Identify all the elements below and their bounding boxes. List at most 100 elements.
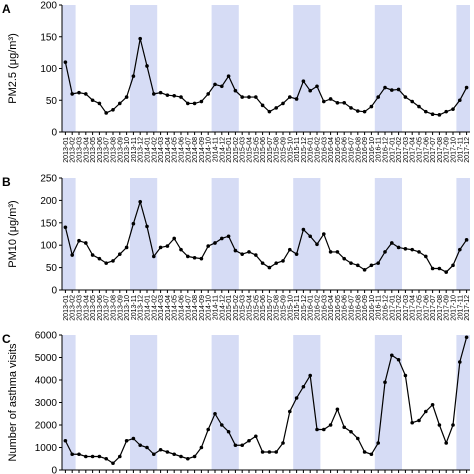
x-tick-label: 2014-11	[213, 137, 220, 162]
data-point	[152, 92, 156, 96]
data-point	[451, 107, 455, 111]
shaded-band	[62, 5, 76, 132]
data-point	[158, 245, 163, 250]
x-tick-label: 2015-10	[287, 137, 294, 163]
data-point	[158, 447, 163, 452]
x-tick-label: 2014-09	[199, 295, 206, 321]
y-axis-label: PM10 (μg/m³)	[7, 200, 19, 267]
data-point	[111, 107, 115, 112]
x-tick-label: 2014-05	[172, 137, 179, 163]
x-tick-label: 2014-12	[219, 295, 226, 321]
x-tick-label: 2017-02	[396, 295, 403, 321]
data-point	[410, 247, 415, 252]
data-point	[281, 101, 285, 106]
x-tick-label: 2016-02	[315, 137, 322, 163]
x-tick-label: 2013-08	[111, 295, 118, 321]
data-point	[179, 454, 183, 459]
x-tick-label: 2016-10	[369, 137, 376, 163]
x-tick-label: 2013-03	[77, 295, 84, 321]
data-point	[206, 92, 210, 96]
shaded-band	[211, 5, 239, 132]
data-point	[410, 99, 415, 104]
x-tick-label: 2015-07	[267, 137, 274, 163]
shaded-band	[130, 5, 158, 132]
data-point	[308, 373, 313, 378]
data-point	[349, 106, 353, 110]
data-point	[247, 438, 251, 443]
x-tick-label: 2017-03	[403, 295, 410, 321]
x-tick-label: 2014-09	[199, 137, 206, 163]
x-tick-label: 2014-03	[158, 137, 165, 163]
x-tick-label: 2014-07	[185, 295, 192, 321]
data-point	[260, 450, 265, 454]
x-tick-label: 2017-10	[451, 137, 458, 163]
x-tick-label: 2015-10	[287, 295, 294, 321]
data-point	[254, 95, 258, 99]
y-tick-label: 0	[51, 466, 57, 474]
x-tick-label: 2015-09	[281, 295, 288, 321]
x-tick-label: 2014-01	[145, 137, 152, 163]
data-point	[63, 438, 68, 443]
data-point	[362, 268, 367, 272]
shaded-band	[374, 178, 402, 290]
data-point	[104, 111, 108, 115]
x-tick-label: 2015-01	[226, 295, 233, 321]
x-tick-label: 2013-04	[83, 295, 90, 321]
x-tick-label: 2017-11	[457, 137, 464, 162]
data-point	[335, 250, 340, 254]
x-tick-label: 2017-02	[396, 137, 403, 163]
x-tick-label: 2015-05	[253, 295, 260, 321]
data-point	[77, 452, 81, 457]
data-point	[84, 241, 88, 245]
shaded-band	[456, 5, 470, 132]
x-tick-label: 2013-06	[97, 137, 104, 163]
data-point	[267, 109, 272, 114]
data-point	[220, 423, 224, 427]
data-point	[254, 253, 258, 257]
data-point	[97, 256, 102, 261]
data-point	[172, 452, 176, 457]
shaded-band	[130, 178, 158, 290]
data-line	[64, 38, 468, 116]
data-point	[172, 236, 176, 241]
data-point	[138, 36, 142, 41]
x-tick-label: 2014-08	[192, 295, 199, 321]
x-tick-label: 2016-08	[355, 295, 362, 321]
data-point	[376, 95, 381, 99]
data-point	[145, 445, 149, 450]
data-point	[356, 436, 360, 441]
data-point	[233, 248, 238, 253]
data-point	[294, 396, 299, 400]
data-point	[186, 101, 190, 106]
data-point	[464, 85, 469, 90]
data-point	[308, 234, 313, 239]
data-point	[294, 252, 299, 256]
data-point	[192, 255, 197, 260]
data-point	[213, 241, 217, 245]
data-point	[84, 92, 88, 96]
x-tick-label: 2015-02	[233, 137, 240, 163]
data-point	[77, 238, 81, 243]
data-point	[417, 418, 421, 423]
x-tick-label: 2017-08	[437, 137, 444, 163]
x-tick-label: 2014-08	[192, 137, 199, 163]
data-point	[315, 242, 319, 247]
data-point	[383, 250, 387, 254]
data-point	[458, 247, 462, 252]
data-point	[342, 100, 347, 105]
data-point	[165, 450, 170, 454]
y-tick-label: 1000	[35, 443, 58, 454]
x-tick-label: 2015-12	[301, 137, 308, 163]
x-tick-label: 2017-04	[410, 295, 417, 321]
shaded-band	[293, 335, 321, 470]
data-point	[356, 109, 360, 113]
data-point	[226, 74, 231, 78]
x-tick-label: 2017-07	[430, 295, 437, 321]
data-point	[430, 112, 435, 117]
x-tick-label: 2015-12	[301, 295, 308, 321]
data-point	[424, 254, 428, 259]
x-tick-label: 2016-05	[335, 295, 342, 321]
data-point	[430, 402, 435, 407]
data-point	[424, 409, 428, 414]
data-point	[417, 104, 421, 109]
